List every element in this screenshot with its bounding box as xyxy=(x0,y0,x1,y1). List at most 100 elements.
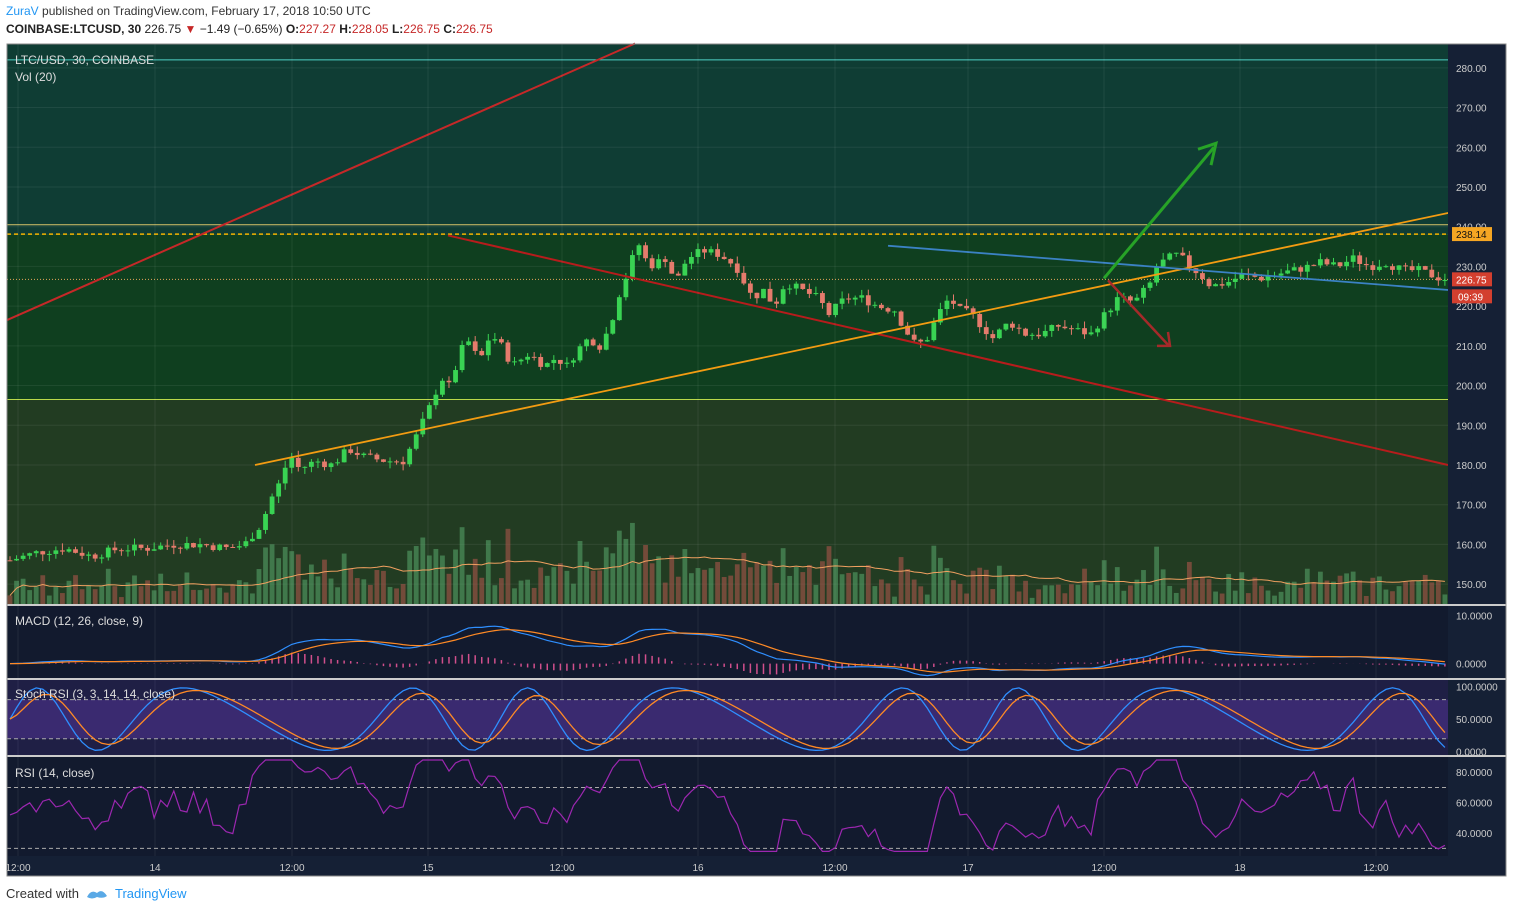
candle xyxy=(407,448,413,465)
candle xyxy=(538,357,544,367)
volume-bar xyxy=(223,592,229,604)
close-value: 226.75 xyxy=(455,22,493,36)
volume-bar xyxy=(322,559,327,604)
candle xyxy=(806,288,812,294)
volume-bar xyxy=(505,528,511,604)
volume-bar xyxy=(557,563,563,604)
volume-bar xyxy=(931,545,937,604)
volume-bar xyxy=(1023,580,1028,604)
candle xyxy=(269,496,275,514)
candle xyxy=(964,305,969,309)
candle xyxy=(1259,276,1264,281)
volume-bar xyxy=(191,589,196,604)
candle xyxy=(826,303,832,316)
volume-bar xyxy=(1363,595,1369,604)
main-pane xyxy=(6,42,1478,604)
resistance-price-label: 238.14 xyxy=(1456,230,1487,241)
open-label: O: xyxy=(285,22,300,36)
candle xyxy=(1069,328,1074,330)
volume-bar xyxy=(276,558,282,604)
candle xyxy=(793,283,799,289)
chart-frame xyxy=(6,43,1507,877)
volume-bar xyxy=(1416,580,1422,604)
volume-bar xyxy=(499,578,504,604)
candle xyxy=(394,461,399,463)
candle xyxy=(970,308,976,314)
candle xyxy=(479,350,485,356)
volume-bar xyxy=(1291,581,1297,604)
volume-bar xyxy=(250,593,255,604)
candle xyxy=(322,461,327,468)
candle xyxy=(20,555,26,559)
volume-bar xyxy=(1049,585,1055,604)
candle xyxy=(1141,287,1146,298)
volume-bar xyxy=(1114,567,1120,604)
candle xyxy=(741,272,747,284)
volume-bar xyxy=(413,546,419,604)
candle xyxy=(872,304,878,306)
candle xyxy=(33,551,39,554)
volume-bar xyxy=(669,555,675,604)
price-axis: 150.00 160.00 170.00 180.00 190.00 200.00 210.… xyxy=(1448,44,1506,856)
candle xyxy=(328,463,334,468)
open-value: 227.27 xyxy=(299,22,336,36)
volume-bar xyxy=(407,550,413,604)
volume-bar xyxy=(217,587,223,604)
volume-bar xyxy=(643,544,648,604)
volume-bar xyxy=(1435,580,1441,604)
candle xyxy=(14,558,19,561)
bullish-arrow xyxy=(1102,146,1216,280)
tradingview-brand-link[interactable]: TradingView xyxy=(114,886,187,901)
candle xyxy=(1016,327,1022,329)
candle xyxy=(852,297,858,300)
volume-bar xyxy=(689,573,694,604)
volume-bar xyxy=(348,568,354,604)
candle xyxy=(164,545,170,547)
candle xyxy=(348,449,354,453)
volume-bar xyxy=(184,572,190,604)
candle xyxy=(1101,312,1107,329)
volume-bar xyxy=(662,582,668,604)
candle xyxy=(564,362,570,364)
volume-bars xyxy=(7,522,1448,604)
candle xyxy=(73,549,78,553)
volume-bar xyxy=(603,547,609,604)
volume-bar xyxy=(708,568,714,604)
macd-title: MACD (12, 26, close, 9) xyxy=(15,614,143,628)
volume-bar xyxy=(1285,581,1291,604)
volume-bar xyxy=(833,558,838,604)
volume-bar xyxy=(636,563,642,604)
volume-bar xyxy=(551,567,557,604)
volume-bar xyxy=(374,570,380,604)
volume-bar xyxy=(1042,585,1048,604)
price-tick-label: 150.00 xyxy=(1456,580,1487,591)
volume-bar xyxy=(197,590,203,604)
candle xyxy=(1029,334,1035,336)
candle xyxy=(27,553,33,556)
candle xyxy=(616,297,622,321)
volume-bar xyxy=(1376,576,1382,604)
candle xyxy=(426,405,432,419)
volume-bar xyxy=(937,557,943,604)
volume-bar xyxy=(361,579,367,604)
volume-bar xyxy=(754,562,760,604)
volume-bar xyxy=(747,567,753,604)
volume-bar xyxy=(951,580,956,604)
volume-bar xyxy=(453,549,458,604)
volume-bar xyxy=(60,593,65,604)
author-link[interactable]: ZuraV xyxy=(6,4,39,18)
volume-bar xyxy=(1029,597,1035,604)
volume-bar xyxy=(1127,585,1133,604)
candle xyxy=(531,356,537,358)
candle xyxy=(702,249,707,253)
volume-bar xyxy=(571,583,576,604)
chart-canvas[interactable]: 150.00 160.00 170.00 180.00 190.00 200.00 210.… xyxy=(0,40,1513,880)
volume-bar xyxy=(86,585,92,604)
candle xyxy=(1357,255,1363,264)
volume-bar xyxy=(1311,582,1317,604)
volume-bar xyxy=(1331,581,1336,604)
volume-bar xyxy=(1206,579,1212,604)
candle xyxy=(1095,328,1101,333)
candle xyxy=(440,380,445,395)
candle xyxy=(728,259,734,264)
